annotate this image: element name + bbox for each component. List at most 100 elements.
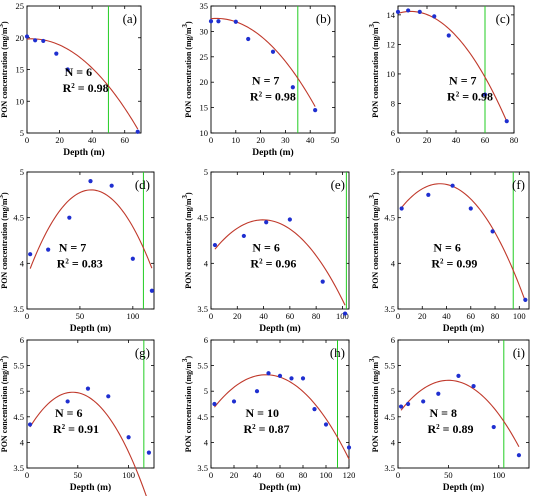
panel-a: 0 20 40 60 5 10 15 20 25 Depth (m) PON concentrati… — [0, 1, 142, 158]
x-tick-label: 20 — [423, 135, 432, 145]
y-label-main: PON concentration (mg/m — [184, 362, 193, 453]
y-tick-label: 25 — [16, 1, 25, 11]
y-axis-label: PON concentration (mg/m3) — [0, 192, 9, 289]
x-tick-label: 60 — [276, 470, 285, 480]
data-point — [342, 311, 348, 316]
data-point — [106, 394, 111, 399]
x-tick-label: 40 — [253, 470, 262, 480]
r2-sup: 2 — [440, 257, 444, 265]
x-tick-label: 80 — [299, 470, 308, 480]
y-label-sup: 3 — [368, 23, 376, 27]
r2-sup: 2 — [65, 257, 69, 265]
r2-sup: 2 — [252, 423, 256, 431]
data-point — [289, 376, 294, 381]
r2-value: = 0.89 — [440, 422, 474, 436]
data-point — [246, 36, 251, 42]
r2-value: = 0.98 — [75, 81, 109, 95]
y-tick-label: 3.5 — [197, 304, 208, 314]
n-annotation: N = 8 — [429, 406, 457, 420]
x-tick-label: 40 — [452, 135, 461, 145]
y-tick-label: 6 — [20, 335, 24, 345]
y-tick-label: 10 — [16, 96, 25, 106]
data-point — [491, 424, 496, 430]
y-label-main: PON concentration (mg/m — [184, 198, 193, 289]
x-tick-label: 50 — [444, 470, 453, 480]
data-point — [277, 373, 283, 378]
data-point — [468, 206, 473, 211]
y-tick-label: 4 — [204, 437, 209, 447]
data-point — [320, 279, 325, 284]
y-tick-label: 3.5 — [13, 463, 24, 473]
x-tick-label: 0 — [25, 311, 29, 321]
data-point — [130, 256, 135, 261]
data-point — [231, 399, 237, 404]
r2-sup: 2 — [259, 257, 263, 265]
r2-annotation: R2 = 0.89 — [427, 422, 473, 436]
data-point — [417, 9, 422, 15]
fit-curve — [401, 183, 526, 302]
x-tick-label: 60 — [286, 311, 295, 321]
y-label-main: PON concentration (mg/m — [184, 27, 193, 118]
y-label-main: PON concentration (mg/m — [371, 198, 380, 289]
data-point — [135, 129, 140, 134]
r2-prefix: R — [53, 422, 62, 436]
y-label-sup: 3 — [0, 194, 5, 198]
data-point — [323, 422, 329, 427]
data-point — [65, 67, 70, 72]
y-axis-label: PON concentration (mg/m3) — [0, 21, 9, 118]
data-point — [446, 33, 451, 38]
data-point — [33, 38, 38, 43]
fit-curve — [29, 189, 153, 269]
y-tick-label: 3.5 — [197, 463, 208, 473]
data-point — [266, 371, 271, 376]
y-axis-label: PON concentration (mg/m3) — [181, 21, 193, 118]
r2-annotation: R2 = 0.91 — [53, 422, 99, 436]
n-annotation: N = 6 — [252, 240, 280, 254]
y-label-sup: 3 — [181, 358, 189, 362]
y-label-end: ) — [0, 192, 9, 195]
y-label-main: PON concentration (mg/m — [0, 198, 9, 289]
data-point — [312, 407, 317, 412]
r2-sup: 2 — [456, 91, 460, 99]
y-label-sup: 3 — [181, 23, 189, 27]
n-annotation: N = 6 — [65, 65, 93, 79]
x-tick-label: 120 — [343, 470, 356, 480]
r2-value: = 0.99 — [444, 256, 478, 270]
y-label-end: ) — [184, 21, 193, 24]
data-point — [67, 215, 72, 220]
r2-sup: 2 — [71, 82, 75, 90]
r2-prefix: R — [244, 422, 253, 436]
panel-label: (c) — [496, 11, 510, 26]
y-label-sup: 3 — [0, 358, 5, 362]
data-point — [88, 179, 93, 184]
r2-value: = 0.91 — [65, 422, 99, 436]
y-tick-label: 10 — [387, 69, 396, 79]
x-tick-label: 80 — [510, 135, 519, 145]
y-label-sup: 3 — [368, 358, 376, 362]
n-annotation: N = 6 — [55, 406, 83, 420]
r2-prefix: R — [427, 422, 436, 436]
r2-annotation: R2 = 0.98 — [250, 90, 296, 104]
x-axis-label: Depth (m) — [443, 482, 484, 493]
data-point — [516, 453, 522, 458]
panel-label: (a) — [123, 11, 137, 26]
y-tick-label: 5.5 — [197, 361, 208, 371]
panel-g: 0 50 100 3.5 4 4.5 5 5.5 6 Depth (m) PON concentra… — [0, 335, 155, 496]
data-point — [109, 183, 114, 188]
n-annotation: N = 6 — [433, 240, 461, 254]
fit-curve — [210, 17, 316, 107]
r2-sup: 2 — [62, 423, 66, 431]
n-annotation: N = 7 — [449, 74, 477, 88]
y-tick-label: 6 — [391, 128, 395, 138]
r2-annotation: R2 = 0.83 — [57, 256, 103, 270]
x-axis-label: Depth (m) — [70, 482, 111, 493]
y-tick-label: 5 — [20, 167, 24, 177]
x-tick-label: 60 — [120, 135, 129, 145]
x-tick-label: 40 — [306, 135, 315, 145]
x-tick-label: 0 — [396, 311, 400, 321]
data-point — [313, 108, 318, 113]
y-label-end: ) — [371, 21, 380, 24]
r2-annotation: R2 = 0.98 — [447, 90, 493, 104]
r2-value: = 0.98 — [459, 90, 493, 104]
x-tick-label: 100 — [320, 470, 333, 480]
